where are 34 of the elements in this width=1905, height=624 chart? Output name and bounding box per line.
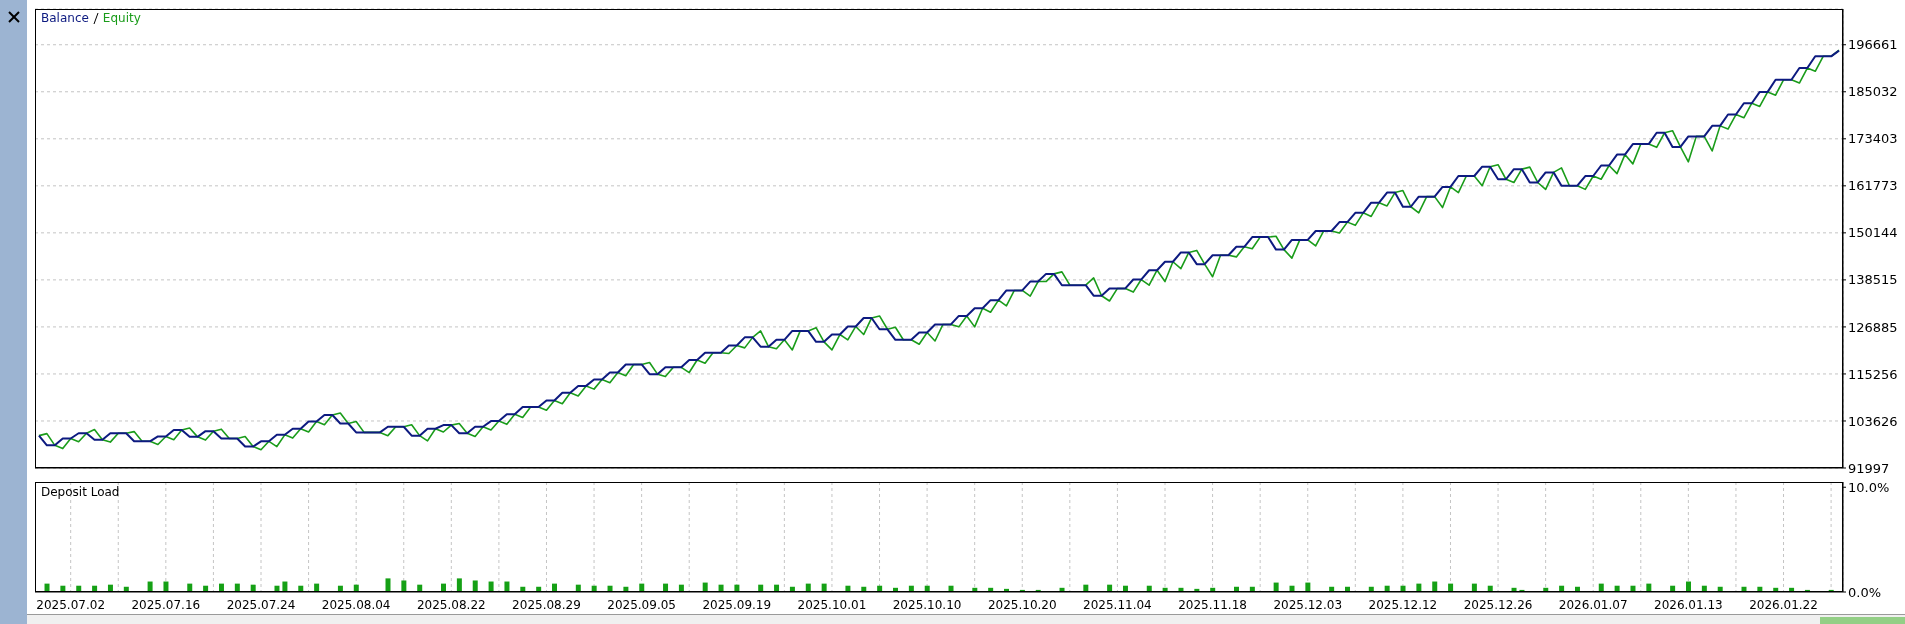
x-tick-label: 2025.11.18 (1178, 597, 1247, 612)
y-tick-label: 10.0% (1848, 479, 1890, 495)
x-tick-label: 2025.10.10 (892, 597, 962, 612)
text: Balance (41, 11, 89, 25)
x-tick-label: 2025.10.20 (987, 597, 1057, 612)
text: Equity (102, 11, 141, 25)
x-tick-label: 2025.11.04 (1083, 597, 1152, 612)
x-tick-label: 2026.01.22 (1749, 597, 1818, 612)
y-tick-label: 103626 (1848, 413, 1898, 429)
y-tick-label: 161773 (1848, 178, 1898, 194)
x-tick-label: 2025.12.03 (1273, 597, 1343, 612)
x-tick-label: 2025.09.05 (607, 597, 676, 612)
x-tick-label: 2026.01.07 (1558, 597, 1628, 612)
x-tick-label: 2025.08.29 (512, 597, 581, 612)
x-tick-label: 2025.12.12 (1368, 597, 1438, 612)
y-tick-label: 126885 (1848, 319, 1898, 335)
y-tick-label: 91997 (1848, 460, 1890, 476)
x-tick-label: 2025.09.19 (702, 597, 772, 612)
y-tick-label: 185032 (1848, 84, 1898, 100)
y-tick-label: 173403 (1848, 131, 1898, 147)
y-tick-label: 115256 (1848, 366, 1898, 382)
y-tick-label: 196661 (1848, 37, 1898, 53)
x-tick-label: 2025.10.01 (797, 597, 867, 612)
y-tick-label: 0.0% (1848, 584, 1882, 600)
x-tick-label: 2025.07.24 (226, 597, 296, 612)
x-tick-label: 2025.08.04 (321, 597, 391, 612)
chart-title: Deposit Load (41, 485, 120, 499)
x-tick-label: 2025.07.02 (36, 597, 106, 612)
y-tick-label: 138515 (1848, 272, 1898, 288)
y-tick-label: 150144 (1848, 225, 1898, 241)
x-tick-label: 2025.12.26 (1463, 597, 1533, 612)
x-tick-label: 2025.08.22 (416, 597, 486, 612)
x-tick-label: 2025.07.16 (131, 597, 201, 612)
x-tick-label: 2026.01.13 (1654, 597, 1723, 612)
